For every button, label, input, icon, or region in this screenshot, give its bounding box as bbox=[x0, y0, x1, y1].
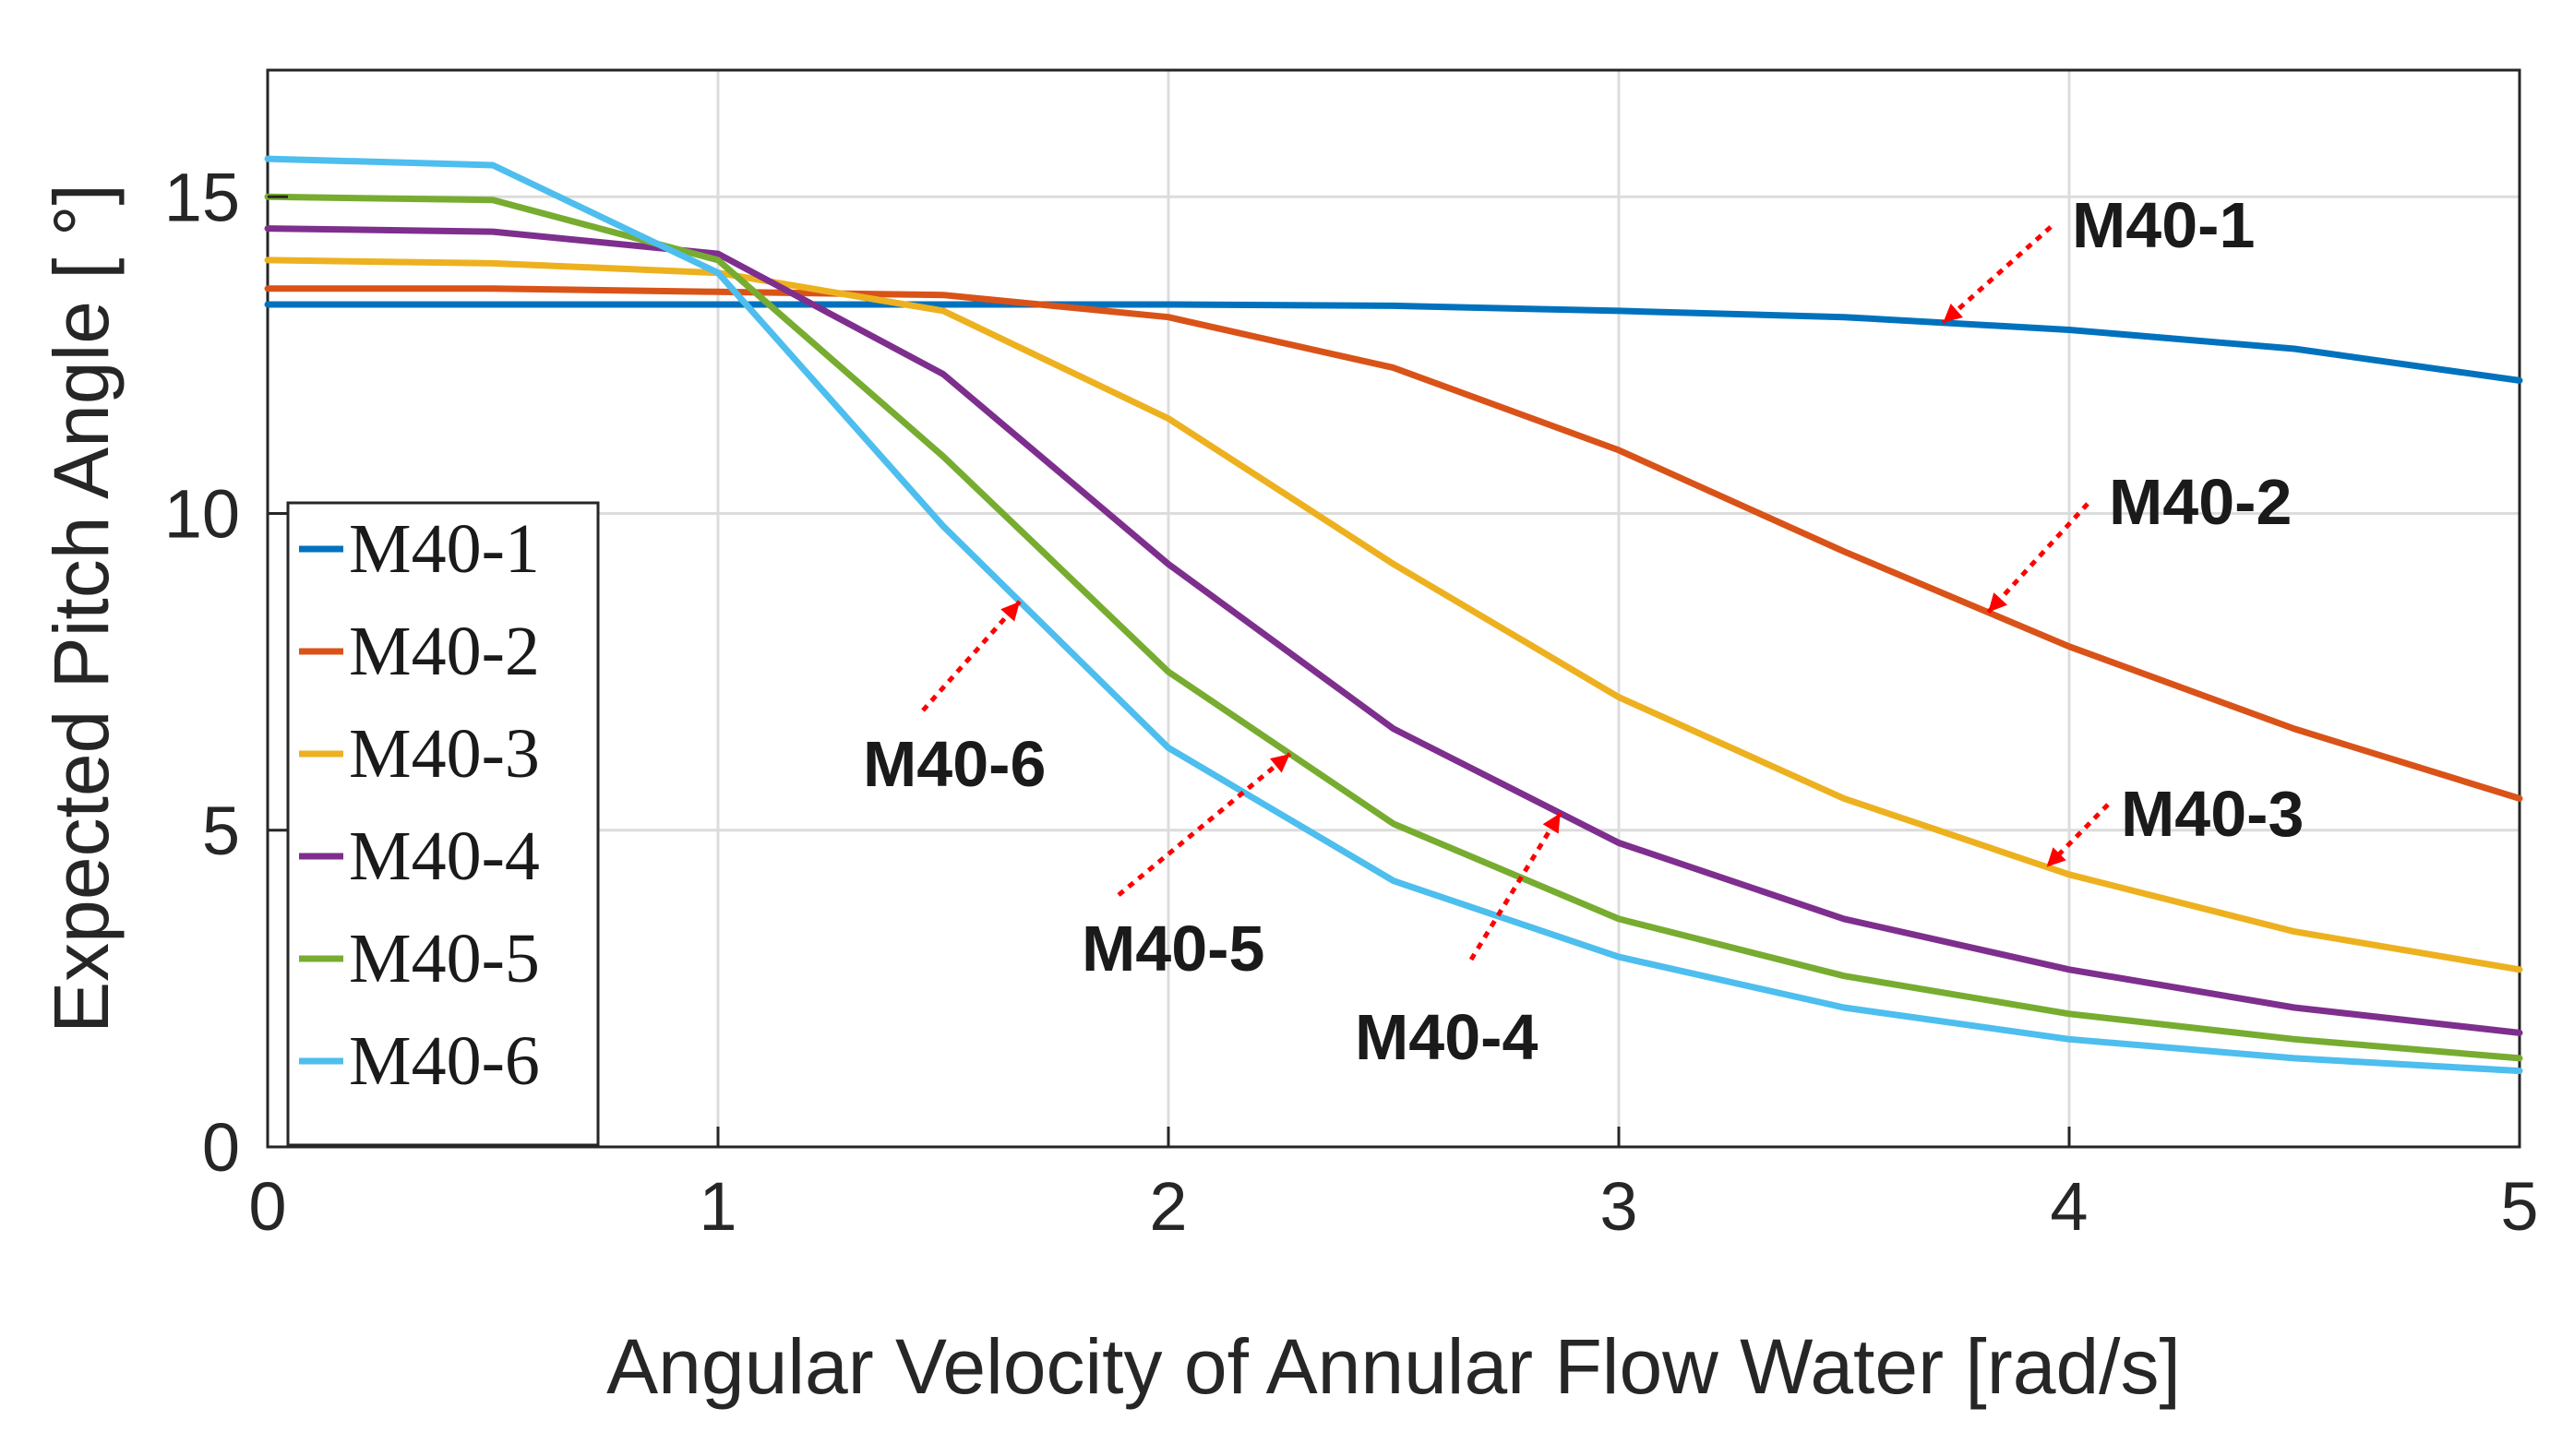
x-tick-label: 5 bbox=[2500, 1168, 2538, 1245]
x-axis-title: Angular Velocity of Annular Flow Water [… bbox=[606, 1323, 2181, 1410]
x-tick-label: 1 bbox=[699, 1168, 736, 1245]
y-tick-label: 15 bbox=[164, 159, 240, 235]
plot-area-frame bbox=[266, 68, 2521, 1149]
y-tick-label: 10 bbox=[164, 476, 240, 553]
series-line-m40-2 bbox=[264, 285, 2523, 802]
annotation-arrow-m40-6 bbox=[921, 600, 1022, 712]
annotation-label-m40-5: M40-5 bbox=[1082, 913, 1264, 985]
annotation-arrowhead-m40-5 bbox=[1269, 754, 1290, 773]
annotation-arrowhead-m40-1 bbox=[1943, 303, 1963, 323]
annotation-label-m40-1: M40-1 bbox=[2072, 189, 2255, 261]
y-tick-label: 5 bbox=[202, 793, 240, 869]
y-tick-label: 0 bbox=[202, 1109, 240, 1186]
annotation-label-m40-6: M40-6 bbox=[863, 728, 1046, 800]
series-line-m40-1 bbox=[264, 301, 2523, 384]
x-tick-label: 2 bbox=[1149, 1168, 1187, 1245]
axis-ticks: 0 1 2 3 4 5 0 5 10 15 bbox=[164, 159, 2539, 1245]
annotation-label-m40-3: M40-3 bbox=[2121, 778, 2304, 850]
legend-box bbox=[286, 501, 600, 1147]
series-line-m40-6 bbox=[264, 155, 2523, 1075]
annotation-arrow-m40-2 bbox=[1986, 502, 2089, 615]
annotations: M40-1 M40-2 M40-3 M40-4 M40-5 M40-6 bbox=[863, 189, 2304, 1073]
x-tick-label: 3 bbox=[1599, 1168, 1637, 1245]
legend-label-m40-4: M40-4 bbox=[349, 818, 540, 895]
annotation-arrowhead-m40-4 bbox=[1542, 813, 1561, 834]
legend-label-m40-5: M40-5 bbox=[349, 920, 540, 997]
annotation-label-m40-4: M40-4 bbox=[1355, 1001, 1538, 1073]
legend-label-m40-3: M40-3 bbox=[349, 715, 540, 793]
annotation-arrowhead-m40-3 bbox=[2046, 847, 2066, 867]
annotation-arrow-m40-5 bbox=[1117, 752, 1292, 897]
series-lines bbox=[264, 155, 2523, 1075]
legend-items: M40-1 M40-2 M40-3 M40-4 M40-5 M40-6 bbox=[299, 510, 540, 1100]
annotation-label-m40-2: M40-2 bbox=[2109, 466, 2292, 538]
x-tick-label: 4 bbox=[2050, 1168, 2088, 1245]
legend-label-m40-6: M40-6 bbox=[349, 1022, 540, 1100]
legend-label-m40-2: M40-2 bbox=[349, 613, 540, 690]
annotation-arrowhead-m40-2 bbox=[1988, 592, 2008, 613]
annotation-arrowhead-m40-6 bbox=[1000, 601, 1020, 622]
annotation-arrow-m40-3 bbox=[2044, 803, 2110, 869]
annotation-arrow-m40-1 bbox=[1941, 225, 2053, 325]
annotation-arrow-m40-4 bbox=[1468, 812, 1562, 961]
x-tick-label: 0 bbox=[248, 1168, 286, 1245]
series-line-m40-4 bbox=[264, 225, 2523, 1036]
legend-label-m40-1: M40-1 bbox=[349, 510, 540, 588]
series-line-m40-3 bbox=[264, 257, 2523, 973]
legend: M40-1 M40-2 M40-3 M40-4 M40-5 M40-6 bbox=[286, 501, 600, 1147]
y-axis-title: Expected Pitch Angle [ °] bbox=[38, 184, 125, 1033]
